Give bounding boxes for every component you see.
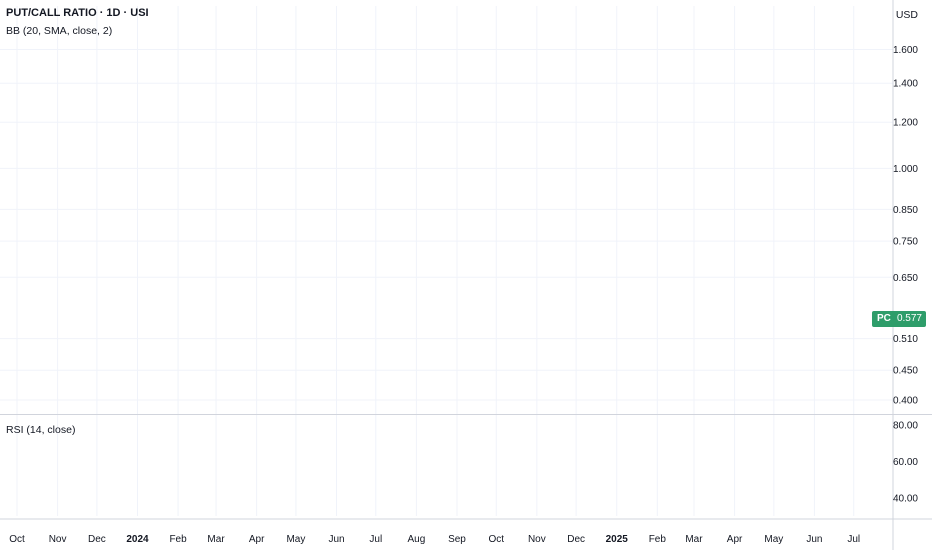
last-price-tag: PC 0.577 [872,311,926,327]
x-tick-label: Oct [488,534,504,545]
x-tick-label: Jun [328,534,344,545]
rsi-label[interactable]: RSI (14, close) [6,424,76,436]
last-price-value: 0.577 [896,313,922,324]
x-tick-label: Mar [207,534,225,545]
x-tick-label: Nov [528,534,546,545]
x-tick-label: 2025 [606,534,629,545]
y-tick-label: 0.450 [893,366,918,377]
rsi-tick-label: 80.00 [893,421,918,432]
y-tick-label: 0.510 [893,334,918,345]
bollinger-bands-label[interactable]: BB (20, SMA, close, 2) [6,25,113,37]
y-tick-label: 1.400 [893,79,918,90]
x-tick-label: May [286,534,305,545]
x-tick-label: Aug [407,534,425,545]
x-tick-label: Jul [847,534,860,545]
y-tick-label: 0.650 [893,273,918,284]
x-tick-label: Sep [448,534,466,545]
x-tick-label: Oct [9,534,25,545]
y-tick-label: 0.750 [893,237,918,248]
x-tick-label: Feb [649,534,667,545]
rsi-tick-label: 60.00 [893,457,918,468]
x-tick-label: Jun [806,534,822,545]
x-tick-label: Nov [49,534,67,545]
x-tick-label: 2024 [126,534,149,545]
y-tick-label: 1.200 [893,118,918,129]
y-tick-label: 0.850 [893,205,918,216]
y-tick-label: 1.600 [893,45,918,56]
x-tick-label: Apr [249,534,265,545]
x-tick-label: Dec [567,534,585,545]
chart-title: PUT/CALL RATIO · 1D · USI [6,7,149,19]
x-tick-label: Feb [169,534,187,545]
x-tick-label: Apr [727,534,743,545]
y-tick-label: 1.000 [893,164,918,175]
currency-label[interactable]: USD [895,9,918,21]
x-tick-label: Jul [369,534,382,545]
rsi-tick-label: 40.00 [893,493,918,504]
x-tick-label: May [764,534,783,545]
x-tick-label: Mar [685,534,703,545]
last-price-symbol: PC [877,313,891,324]
x-tick-label: Dec [88,534,106,545]
y-tick-label: 0.400 [893,396,918,407]
